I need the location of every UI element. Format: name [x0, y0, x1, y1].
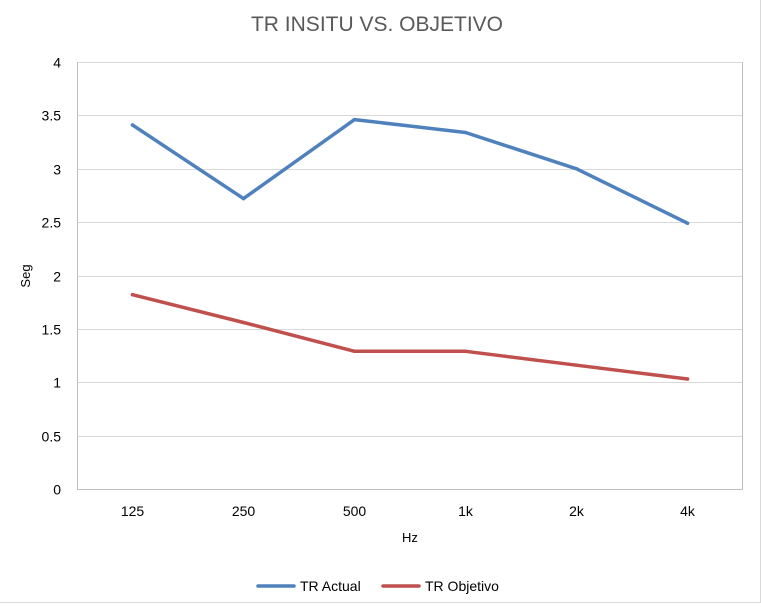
- x-tick-label: 125: [121, 503, 145, 519]
- data-point: [574, 167, 579, 171]
- axes: [77, 62, 743, 490]
- y-tick-label: 1.5: [42, 322, 62, 338]
- data-point: [352, 349, 357, 354]
- y-tick-label: 2: [53, 269, 61, 285]
- legend-label: TR Objetivo: [425, 578, 499, 594]
- x-tick-label: 4k: [680, 503, 696, 519]
- data-point: [685, 221, 690, 225]
- data-point: [130, 292, 135, 297]
- x-tick-label: 500: [343, 503, 367, 519]
- data-point: [241, 320, 246, 325]
- y-axis-label: Seg: [18, 264, 33, 287]
- x-axis-label: Hz: [402, 530, 418, 545]
- x-tick-label: 1k: [458, 503, 474, 519]
- gridlines: [77, 62, 743, 437]
- series-line-1: [130, 117, 690, 225]
- y-tick-label: 2.5: [42, 215, 62, 231]
- data-point: [574, 363, 579, 367]
- chart-title: TR INSITU VS. OBJETIVO: [251, 13, 503, 36]
- legend-label: TR Actual: [300, 578, 361, 594]
- data-point: [463, 349, 468, 354]
- y-tick-label: 3: [53, 162, 61, 178]
- data-point: [352, 117, 357, 122]
- y-tick-label: 0.5: [42, 429, 62, 445]
- x-tick-label: 250: [232, 503, 256, 519]
- x-tick-label: 2k: [569, 503, 585, 519]
- y-tick-label: 3.5: [42, 108, 62, 124]
- y-axis-tick-labels: 0 0.5 1 1.5 2 2.5 3 3.5 4: [42, 55, 62, 498]
- data-point: [130, 123, 135, 127]
- legend: TR Actual TR Objetivo: [256, 578, 499, 594]
- data-point: [463, 130, 468, 135]
- x-axis-tick-labels: 125 250 500 1k 2k 4k: [121, 503, 696, 519]
- y-tick-label: 0: [53, 482, 61, 498]
- series-lines: [130, 117, 690, 381]
- series-line-2: [130, 292, 690, 381]
- data-point: [685, 377, 690, 381]
- y-tick-label: 4: [53, 55, 61, 71]
- y-tick-label: 1: [53, 375, 61, 391]
- data-point: [241, 196, 246, 201]
